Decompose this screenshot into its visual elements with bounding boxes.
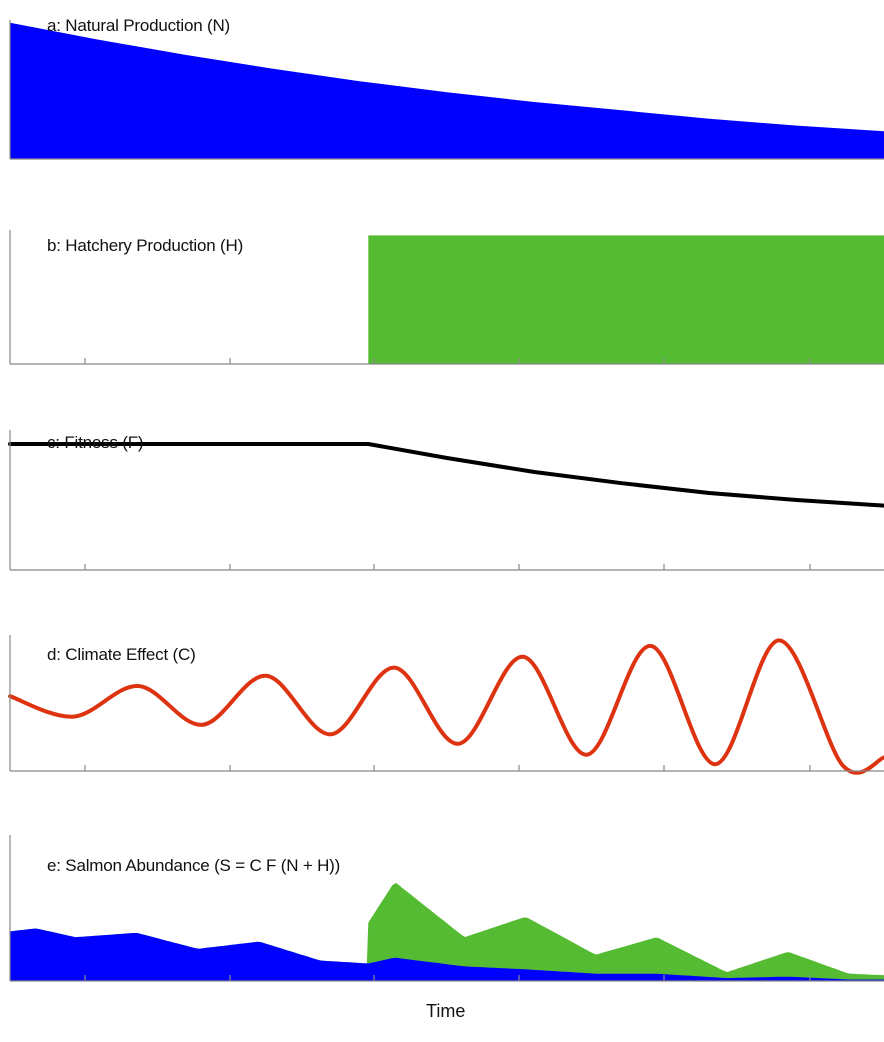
panel-fitness (8, 430, 884, 571)
area-b (10, 235, 884, 364)
panel-d-title: d: Climate Effect (C) (47, 645, 196, 664)
panel-b-title: b: Hatchery Production (H) (47, 236, 244, 255)
line-c (8, 442, 884, 508)
panel-climate-effect (8, 635, 884, 775)
panel-hatchery-production (9, 230, 884, 365)
panel-c-title: c: Fitness (F) (47, 433, 144, 452)
panel-e-title: e: Salmon Abundance (S = C F (N + H)) (47, 856, 341, 875)
line-d (8, 638, 884, 775)
panel-a-title: a: Natural Production (N) (47, 16, 231, 35)
area-natural-contribution (10, 928, 884, 981)
x-axis-label: Time (426, 1001, 466, 1021)
panel-natural-production (9, 20, 884, 160)
area-a (10, 22, 884, 159)
panel-salmon-abundance (9, 835, 884, 982)
